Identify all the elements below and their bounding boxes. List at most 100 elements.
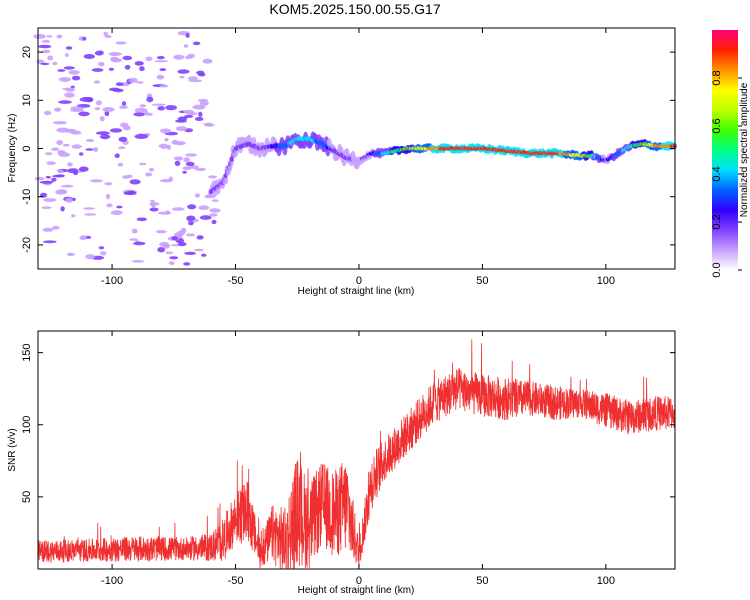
ridge-halo xyxy=(246,134,252,145)
noise-patch xyxy=(85,254,96,260)
noise-patch xyxy=(172,207,185,211)
noise-patch xyxy=(182,170,187,174)
noise-patch xyxy=(51,225,60,230)
ridge-core xyxy=(229,156,234,162)
noise-patch xyxy=(156,56,165,60)
noise-patch xyxy=(83,54,96,59)
noise-patch xyxy=(53,121,67,125)
noise-patch xyxy=(145,56,153,61)
noise-patch xyxy=(192,41,201,46)
noise-patch xyxy=(79,152,84,156)
noise-patch xyxy=(118,136,128,142)
noise-patch xyxy=(159,84,169,88)
colorbar-tick-label: 0.2 xyxy=(711,214,723,229)
noise-patch xyxy=(185,33,190,38)
noise-patch xyxy=(158,144,165,148)
noise-patch xyxy=(79,235,88,240)
noise-patch xyxy=(196,235,204,240)
noise-patch xyxy=(129,179,141,185)
noise-patch xyxy=(151,103,166,106)
noise-patch xyxy=(52,174,65,178)
noise-patch xyxy=(180,227,187,233)
noise-patch xyxy=(108,52,122,56)
noise-patch xyxy=(139,104,147,108)
noise-patch xyxy=(150,199,155,203)
noise-patch xyxy=(65,46,73,50)
noise-patch xyxy=(164,138,169,142)
noise-patch xyxy=(45,175,51,179)
noise-patch xyxy=(120,122,129,128)
noise-patch xyxy=(146,96,154,103)
noise-patch xyxy=(90,179,103,183)
noise-patch xyxy=(131,260,145,263)
y-tick-label: 150 xyxy=(21,343,33,361)
colorbar: 0.0 0.2 0.4 0.6 0.8 Normalized spectral ampl… xyxy=(711,30,750,278)
noise-patch xyxy=(54,107,62,112)
colorbar-tick-label: 0.4 xyxy=(711,166,723,181)
noise-patch xyxy=(201,253,207,257)
noise-patch xyxy=(134,134,149,139)
colorbar-tick-label: 0.8 xyxy=(711,70,723,85)
noise-patch xyxy=(103,31,109,37)
noise-patch xyxy=(174,232,184,238)
noise-patch xyxy=(159,242,170,247)
noise-patch xyxy=(183,44,189,48)
y-tick-label: 0 xyxy=(21,145,33,151)
noise-patch xyxy=(126,174,133,178)
noise-patch xyxy=(38,44,52,49)
noise-patch xyxy=(208,175,217,179)
colorbar-ticks: 0.0 0.2 0.4 0.6 0.8 xyxy=(711,70,742,278)
noise-patch xyxy=(187,204,197,210)
y-tick-label: -20 xyxy=(21,237,33,253)
noise-patch xyxy=(134,61,144,66)
noise-patch xyxy=(106,203,113,208)
noise-patch xyxy=(47,55,54,61)
noise-patch xyxy=(144,111,149,116)
noise-patch xyxy=(173,156,184,161)
noise-patch xyxy=(93,80,101,84)
noise-patch xyxy=(71,75,81,81)
noise-patch xyxy=(203,122,214,127)
noise-patch xyxy=(174,160,181,166)
noise-patch xyxy=(56,127,70,133)
figure-title: KOM5.2025.150.00.55.G17 xyxy=(269,1,440,17)
noise-patch xyxy=(110,210,123,216)
snr-x-label: Height of straight line (km) xyxy=(298,585,415,596)
noise-patch xyxy=(62,143,70,147)
noise-patch xyxy=(65,197,73,203)
snr-panel: -100 -50 0 50 100 50 100 150 Height of straigh… xyxy=(7,330,676,596)
snr-frame xyxy=(37,330,676,570)
noise-patch xyxy=(57,189,67,193)
noise-patch xyxy=(41,39,51,43)
noise-patch xyxy=(95,131,110,135)
noise-patch xyxy=(60,206,65,212)
noise-patch xyxy=(211,199,219,203)
colorbar-label: Normalized spectral amplitude xyxy=(739,82,750,217)
noise-patch xyxy=(185,153,197,157)
noise-patch xyxy=(68,70,80,75)
noise-patch xyxy=(199,100,209,106)
noise-patch xyxy=(45,152,53,156)
spectrogram-x-ticks: -100 -50 0 50 100 xyxy=(101,28,615,287)
colorbar-gradient xyxy=(712,30,738,270)
noise-patch xyxy=(115,41,127,45)
noise-patch xyxy=(104,182,113,186)
x-tick-label: 0 xyxy=(356,575,362,587)
noise-patch xyxy=(115,82,124,87)
noise-patch xyxy=(91,68,104,72)
noise-patch xyxy=(116,205,123,209)
noise-patch xyxy=(118,146,126,150)
noise-patch xyxy=(34,176,45,181)
noise-patch xyxy=(71,214,76,218)
noise-patch xyxy=(155,230,167,234)
noise-patch xyxy=(66,252,76,257)
noise-patch xyxy=(185,233,196,237)
noise-patch xyxy=(183,109,195,114)
noise-patch xyxy=(202,58,213,64)
spectrogram-x-label: Height of straight line (km) xyxy=(298,286,415,297)
noise-patch xyxy=(79,166,89,172)
noise-patch xyxy=(174,141,186,146)
noise-patch xyxy=(51,177,57,182)
noise-patch xyxy=(126,190,136,195)
